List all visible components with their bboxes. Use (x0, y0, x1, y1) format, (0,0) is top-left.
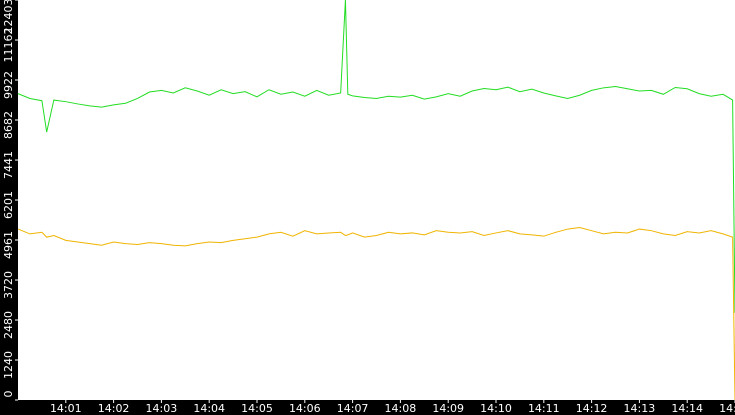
y-tick-label: 4961 (2, 231, 15, 259)
y-tick-label: 0 (2, 391, 15, 398)
y-tick-label: 2480 (2, 311, 15, 339)
y-tick-label: 8682 (2, 111, 15, 139)
y-tick-label: 3720 (2, 271, 15, 299)
series-line (17, 0, 735, 313)
x-tick-label: 14:15 (719, 402, 735, 415)
x-axis-strip (0, 400, 735, 415)
y-tick-label: 6201 (2, 191, 15, 219)
x-tick-label: 14:11 (528, 402, 560, 415)
x-tick-label: 14:05 (241, 402, 273, 415)
x-tick-label: 14:03 (146, 402, 178, 415)
x-tick-label: 14:02 (98, 402, 130, 415)
x-tick-label: 14:13 (624, 402, 656, 415)
x-tick-label: 14:12 (576, 402, 608, 415)
y-axis-strip (0, 0, 18, 415)
x-tick-label: 14:04 (193, 402, 225, 415)
x-tick-label: 14:08 (385, 402, 417, 415)
x-tick-label: 14:06 (289, 402, 321, 415)
x-tick-label: 14:07 (337, 402, 369, 415)
x-tick-label: 14:10 (480, 402, 512, 415)
y-tick-label: 12403 (2, 0, 15, 34)
x-tick-label: 14:14 (671, 402, 703, 415)
x-tick-label: 14:01 (50, 402, 82, 415)
series-line (17, 226, 735, 401)
y-tick-label: 9922 (2, 71, 15, 99)
y-tick-label: 1240 (2, 351, 15, 379)
y-tick-label: 11162 (2, 28, 15, 63)
y-tick-label: 7441 (2, 151, 15, 179)
x-tick-label: 14:09 (432, 402, 464, 415)
